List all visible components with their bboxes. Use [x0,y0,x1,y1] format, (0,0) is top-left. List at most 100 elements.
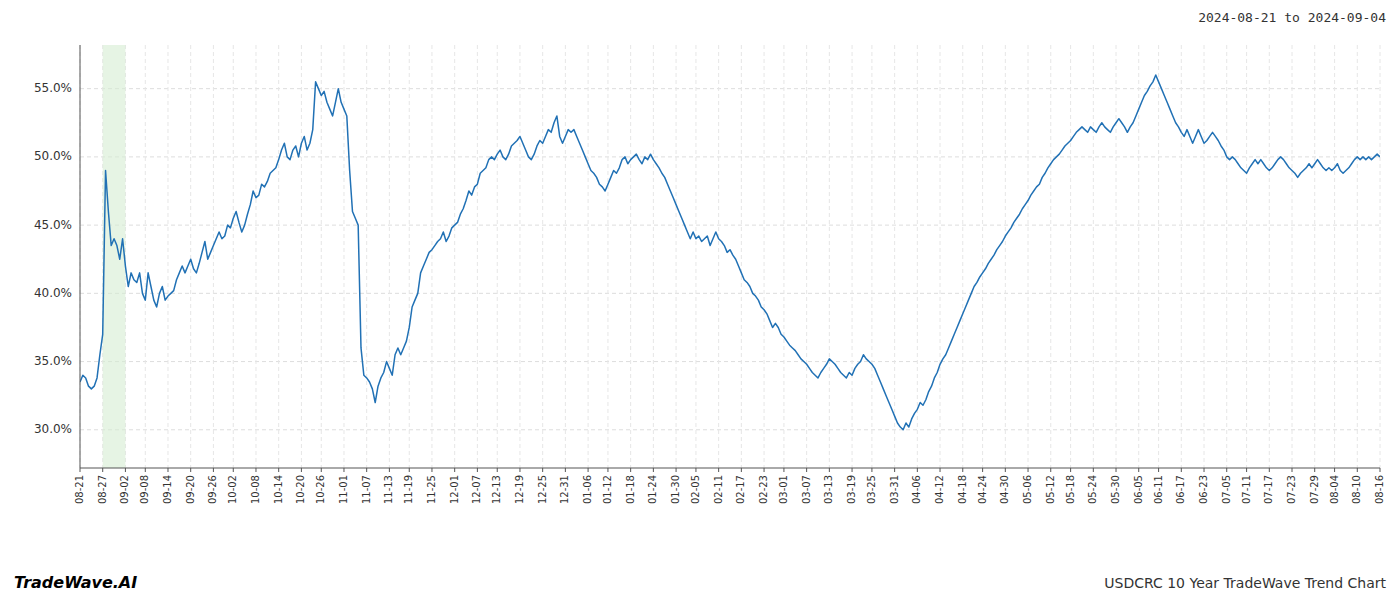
x-grid-line [190,45,191,468]
x-tick [1380,468,1381,472]
x-tick [1050,468,1051,472]
x-tick [829,468,830,472]
x-grid-line [213,45,214,468]
x-grid-line [1380,45,1381,468]
x-tick [1116,468,1117,472]
highlight-band [103,45,126,468]
x-tick-label: 06-17 [1175,475,1186,504]
x-tick [783,468,784,472]
title: USDCRC 10 Year TradeWave Trend Chart [1104,575,1386,591]
x-grid-line [783,45,784,468]
grid [80,45,1380,468]
x-tick [806,468,807,472]
y-grid-line [80,361,1380,362]
x-tick [431,468,432,472]
x-tick-label: 09-14 [162,475,173,504]
x-grid-line [962,45,963,468]
x-grid-line [894,45,895,468]
x-grid-line [764,45,765,468]
y-grid-line [80,225,1380,226]
x-tick [982,468,983,472]
x-tick-label: 10-02 [227,475,238,504]
x-grid-line [565,45,566,468]
x-tick-label: 08-10 [1351,475,1362,504]
x-tick [167,468,168,472]
x-tick [454,468,455,472]
x-grid-line [982,45,983,468]
x-tick [497,468,498,472]
x-grid-line [653,45,654,468]
x-tick-label: 03-19 [846,475,857,504]
x-tick-label: 11-07 [361,475,372,504]
x-tick [588,468,589,472]
x-tick [278,468,279,472]
x-tick-label: 08-21 [74,475,85,504]
x-tick-label: 07-11 [1241,475,1252,504]
x-grid-line [497,45,498,468]
x-tick-label: 11-19 [403,475,414,504]
x-tick [366,468,367,472]
x-tick [871,468,872,472]
x-tick-label: 10-20 [295,475,306,504]
x-tick-label: 01-12 [602,475,613,504]
x-grid-line [1314,45,1315,468]
x-tick [255,468,256,472]
x-grid-line [1093,45,1094,468]
chart-svg: 30.0%35.0%40.0%45.0%50.0%55.0%08-2108-27… [0,0,1400,600]
x-tick [695,468,696,472]
x-tick [565,468,566,472]
x-grid-line [741,45,742,468]
x-tick [1204,468,1205,472]
x-tick [676,468,677,472]
x-tick [125,468,126,472]
x-tick-label: 11-25 [426,475,437,504]
x-grid-line [80,45,81,468]
x-tick [102,468,103,472]
x-grid-line [1181,45,1182,468]
x-tick-label: 03-07 [801,475,812,504]
x-grid-line [321,45,322,468]
x-grid-line [542,45,543,468]
x-grid-line [389,45,390,468]
x-tick [630,468,631,472]
x-tick-label: 02-17 [735,475,746,504]
x-grid-line [301,45,302,468]
x-tick-label: 02-05 [690,475,701,504]
x-tick [741,468,742,472]
x-tick-label: 11-01 [338,475,349,504]
x-tick [80,468,81,472]
x-grid-line [1334,45,1335,468]
x-grid-line [1357,45,1358,468]
x-tick [1292,468,1293,472]
trend-line [80,75,1380,430]
x-grid-line [477,45,478,468]
x-tick-label: 11-13 [383,475,394,504]
x-tick-label: 05-12 [1045,475,1056,504]
x-grid-line [695,45,696,468]
x-grid-line [1050,45,1051,468]
x-grid-line [145,45,146,468]
x-tick-label: 07-29 [1309,475,1320,504]
x-grid-line [1292,45,1293,468]
x-tick [1093,468,1094,472]
x-tick-label: 01-06 [582,475,593,504]
x-grid-line [1005,45,1006,468]
x-tick-label: 05-06 [1022,475,1033,504]
x-grid-line [1116,45,1117,468]
x-tick-label: 06-11 [1153,475,1164,504]
x-tick-label: 01-24 [647,475,658,504]
x-tick [1314,468,1315,472]
x-grid-line [1269,45,1270,468]
x-tick-label: 03-31 [889,475,900,504]
x-tick-label: 02-23 [758,475,769,504]
x-tick [1005,468,1006,472]
x-tick-label: 08-27 [97,475,108,504]
x-tick-label: 07-23 [1286,475,1297,504]
x-tick [1269,468,1270,472]
y-grid-line [80,293,1380,294]
x-tick [1158,468,1159,472]
x-grid-line [871,45,872,468]
x-tick [190,468,191,472]
x-axis-line [80,468,1380,469]
y-tick-label: 45.0% [34,218,72,232]
